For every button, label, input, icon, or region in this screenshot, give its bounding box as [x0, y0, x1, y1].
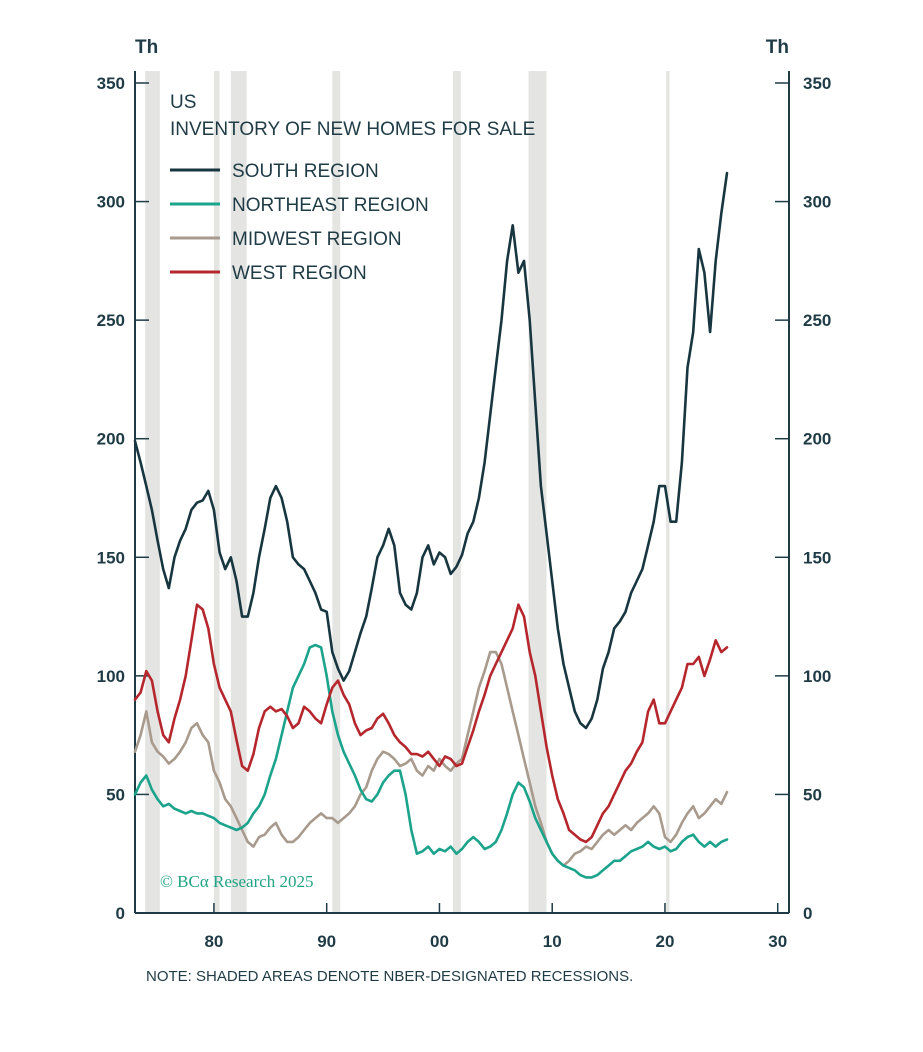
chart-title: INVENTORY OF NEW HOMES FOR SALE: [170, 119, 535, 140]
x-tick-label: 90: [317, 932, 336, 951]
recession-band-4: [452, 71, 461, 913]
left-tick-label: 300: [97, 193, 125, 212]
x-tick-label: 20: [656, 932, 675, 951]
x-tick-label: 10: [543, 932, 562, 951]
recession-band-5: [528, 71, 547, 913]
recession-shading: [145, 71, 670, 913]
left-tick-label: 100: [97, 667, 125, 686]
left-unit-label: Th: [135, 37, 158, 58]
left-tick-label: 200: [97, 430, 125, 449]
series-line-west-region: [133, 603, 729, 844]
series-lines: [133, 171, 729, 879]
left-tick-label: 150: [97, 548, 125, 567]
left-tick-label: 50: [106, 785, 125, 804]
right-tick-label: 250: [803, 311, 831, 330]
series-line-northeast-region: [133, 643, 729, 879]
left-tick-label: 350: [97, 74, 125, 93]
right-axis-ticks: 0 50 100 150 200 250 300 350: [775, 74, 831, 923]
recession-band-2: [230, 71, 247, 913]
right-tick-label: 350: [803, 74, 831, 93]
recession-band-6: [666, 71, 670, 913]
legend-label: MIDWEST REGION: [232, 229, 402, 250]
x-axis-ticks: 80 90 00 10 20 30: [204, 903, 787, 951]
left-tick-label: 0: [116, 904, 125, 923]
x-tick-label: 30: [768, 932, 787, 951]
legend-label: NORTHEAST REGION: [232, 195, 429, 216]
footnote: NOTE: SHADED AREAS DENOTE NBER-DESIGNATE…: [146, 968, 633, 985]
axes: [134, 71, 790, 914]
right-tick-label: 50: [803, 785, 822, 804]
right-tick-label: 200: [803, 430, 831, 449]
right-unit-label: Th: [766, 37, 789, 58]
chart-country: US: [170, 92, 196, 113]
right-tick-label: 300: [803, 193, 831, 212]
legend-label: WEST REGION: [232, 263, 367, 284]
watermark: © BCα Research 2025: [160, 872, 314, 891]
right-tick-label: 150: [803, 548, 831, 567]
left-axis-ticks: 0 50 100 150 200 250 300 350: [97, 74, 149, 923]
x-tick-label: 00: [430, 932, 449, 951]
left-tick-label: 250: [97, 311, 125, 330]
series-line-south-region: [133, 171, 729, 730]
right-tick-label: 100: [803, 667, 831, 686]
recession-band-3: [332, 71, 341, 913]
recession-band-1: [213, 71, 220, 913]
legend: SOUTH REGION NORTHEAST REGION MIDWEST REGI…: [170, 161, 429, 284]
right-tick-label: 0: [803, 904, 812, 923]
x-tick-label: 80: [204, 932, 223, 951]
legend-label: SOUTH REGION: [232, 161, 379, 182]
series-line-midwest-region: [133, 650, 729, 867]
